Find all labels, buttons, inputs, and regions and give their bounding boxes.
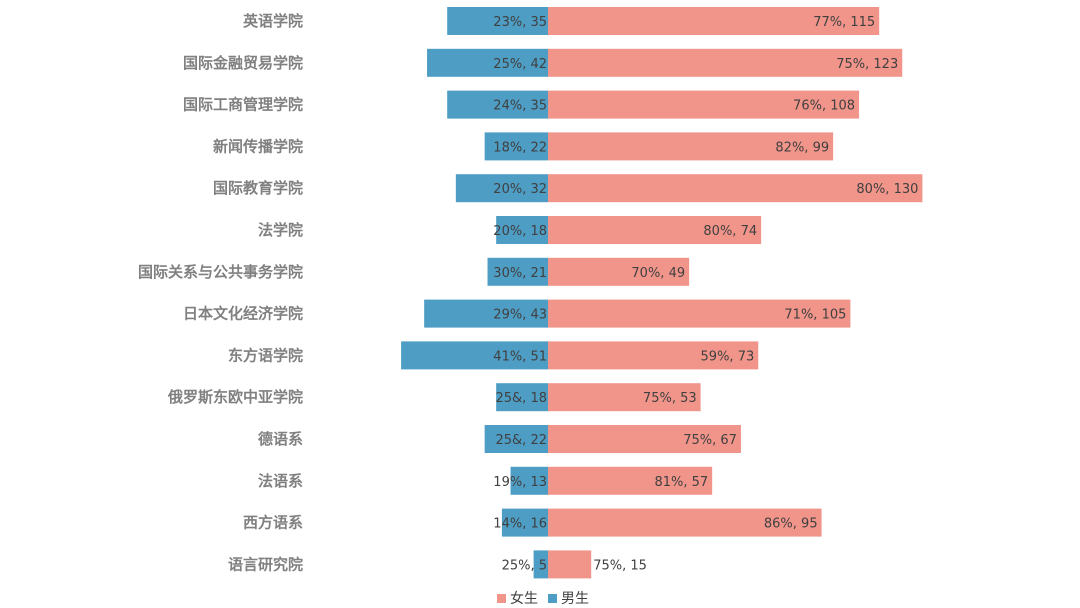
bar-female	[548, 299, 851, 328]
bar-female	[548, 425, 741, 453]
bar-female	[548, 7, 880, 35]
data-label-male: 14%, 16	[493, 517, 547, 532]
data-label-female: 75%, 15	[593, 558, 647, 573]
data-label-male: 19%, 13	[493, 475, 547, 490]
data-label-male: 18%, 22	[493, 140, 547, 155]
data-label-male: 30%, 21	[493, 266, 547, 281]
bar-male	[455, 174, 548, 203]
data-label-female: 82%, 99	[775, 140, 829, 155]
category-label: 国际教育学院	[213, 179, 303, 197]
bar-male	[496, 383, 548, 412]
category-label: 国际关系与公共事务学院	[138, 263, 303, 281]
category-label: 俄罗斯东欧中亚学院	[167, 388, 303, 406]
data-label-male: 25%, 42	[493, 57, 547, 72]
legend-item-female: 女生	[497, 588, 538, 608]
data-label-female: 81%, 57	[654, 475, 708, 490]
bar-female	[548, 466, 713, 495]
category-label: 法语系	[258, 472, 303, 490]
bar-male	[501, 508, 548, 537]
bar-female	[548, 257, 690, 286]
category-label: 日本文化经济学院	[183, 305, 303, 323]
data-label-male: 20%, 18	[493, 224, 547, 239]
legend-item-male: 男生	[548, 588, 589, 608]
bar-male	[484, 132, 548, 161]
bar-male	[496, 216, 548, 244]
bar-female	[548, 48, 903, 77]
bar-female	[548, 550, 592, 579]
data-label-female: 77%, 115	[813, 15, 875, 30]
data-label-female: 86%, 95	[764, 517, 818, 532]
bar-female	[548, 216, 762, 244]
legend: 女生 男生	[497, 588, 589, 608]
category-label: 德语系	[258, 430, 303, 448]
data-label-female: 75%, 53	[643, 391, 697, 406]
data-label-male: 25&, 18	[496, 391, 548, 406]
bar-male	[533, 550, 548, 579]
legend-swatch-female	[497, 593, 506, 603]
bar-female	[548, 383, 701, 412]
data-label-male: 24%, 35	[493, 99, 547, 114]
bar-male	[447, 90, 548, 119]
category-label: 东方语学院	[228, 346, 303, 364]
data-label-female: 70%, 49	[631, 266, 685, 281]
bar-female	[548, 508, 822, 537]
bar-male	[447, 7, 548, 35]
data-label-male: 20%, 32	[493, 182, 547, 197]
bar-male	[401, 341, 548, 370]
data-label-female: 76%, 108	[793, 99, 855, 114]
category-label: 西方语系	[243, 514, 303, 532]
bar-male	[487, 257, 548, 286]
data-label-male: 23%, 35	[493, 15, 547, 30]
bar-female	[548, 132, 834, 161]
category-label: 语言研究院	[228, 555, 303, 573]
legend-swatch-male	[548, 593, 557, 603]
data-label-female: 75%, 123	[836, 57, 898, 72]
data-label-male: 25%, 5	[502, 558, 547, 573]
category-label: 新闻传播学院	[213, 137, 303, 155]
bar-female	[548, 341, 759, 370]
bar-male	[424, 299, 548, 328]
data-label-female: 75%, 67	[683, 433, 737, 448]
legend-label-female: 女生	[510, 591, 538, 607]
category-label: 国际工商管理学院	[183, 96, 303, 114]
bar-female	[548, 90, 860, 119]
data-label-male: 29%, 43	[493, 308, 547, 323]
data-label-female: 71%, 105	[784, 308, 846, 323]
bar-male	[427, 48, 548, 77]
data-label-female: 59%, 73	[701, 349, 755, 364]
data-label-male: 41%, 51	[493, 349, 547, 364]
data-label-male: 25&, 22	[496, 433, 548, 448]
category-label: 法学院	[258, 221, 303, 239]
bar-female	[548, 174, 923, 203]
bar-male	[484, 425, 548, 453]
bar-male	[510, 466, 548, 495]
category-label: 国际金融贸易学院	[183, 54, 303, 72]
category-label: 英语学院	[243, 12, 303, 30]
legend-label-male: 男生	[561, 591, 589, 607]
data-label-female: 80%, 130	[856, 182, 918, 197]
data-label-female: 80%, 74	[703, 224, 757, 239]
